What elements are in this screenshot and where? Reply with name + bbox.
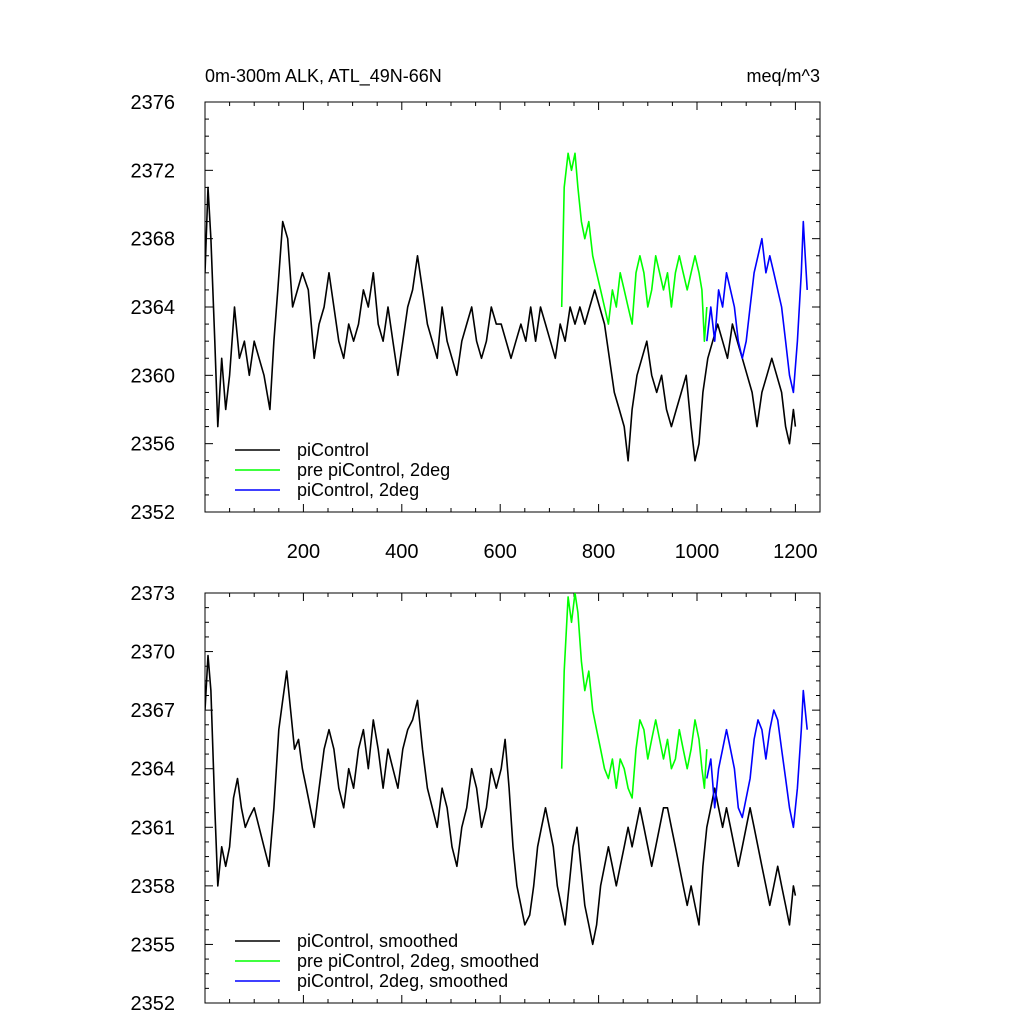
legend-label-1: piControl, smoothed [297,931,458,951]
y-tick-label: 2370 [131,642,176,664]
legend-label-2: pre piControl, 2deg, smoothed [297,951,539,971]
x-tick-label: 1000 [675,541,720,563]
y-tick-label: 2368 [131,229,176,251]
chart-panel-2: 2352 2355 2358 2361 2364 2367 2370 2373 piContro… [131,583,821,1015]
y-tick-label: 2364 [131,297,176,319]
legend-label-1: piControl [297,440,369,460]
y-tick-label: 2352 [131,502,176,524]
chart-title: 0m-300m ALK, ATL_49N-66N [205,66,442,87]
y-tick-label: 2355 [131,934,176,956]
y-tick-label: 2360 [131,365,176,387]
chart-panel-1: 200 400 600 800 1000 1200 2352 2356 2360 2364 2368… [131,66,821,563]
series-line-2 [560,593,708,799]
series-line-2 [560,152,708,342]
y-tick-label: 2358 [131,876,176,898]
x-tick-label: 600 [484,541,517,563]
series-line-1 [205,654,797,946]
legend-label-3: piControl, 2deg, smoothed [297,971,508,991]
legend-label-3: piControl, 2deg [297,480,419,500]
legend-label-2: pre piControl, 2deg [297,460,450,480]
x-tick-label: 200 [287,541,320,563]
series-line-3 [706,689,808,829]
y-tick-label: 2361 [131,817,176,839]
series-line-3 [706,220,808,394]
x-tick-label: 800 [582,541,615,563]
y-tick-label: 2372 [131,160,176,182]
y-tick-label: 2373 [131,583,176,605]
y-tick-label: 2367 [131,700,176,722]
x-tick-label: 400 [385,541,418,563]
series-line-1 [205,186,797,462]
x-tick-label: 1200 [773,541,818,563]
y-tick-label: 2352 [131,993,176,1015]
chart-units: meq/m^3 [747,66,820,86]
y-tick-label: 2356 [131,434,176,456]
y-tick-label: 2376 [131,92,176,114]
y-tick-label: 2364 [131,759,176,781]
